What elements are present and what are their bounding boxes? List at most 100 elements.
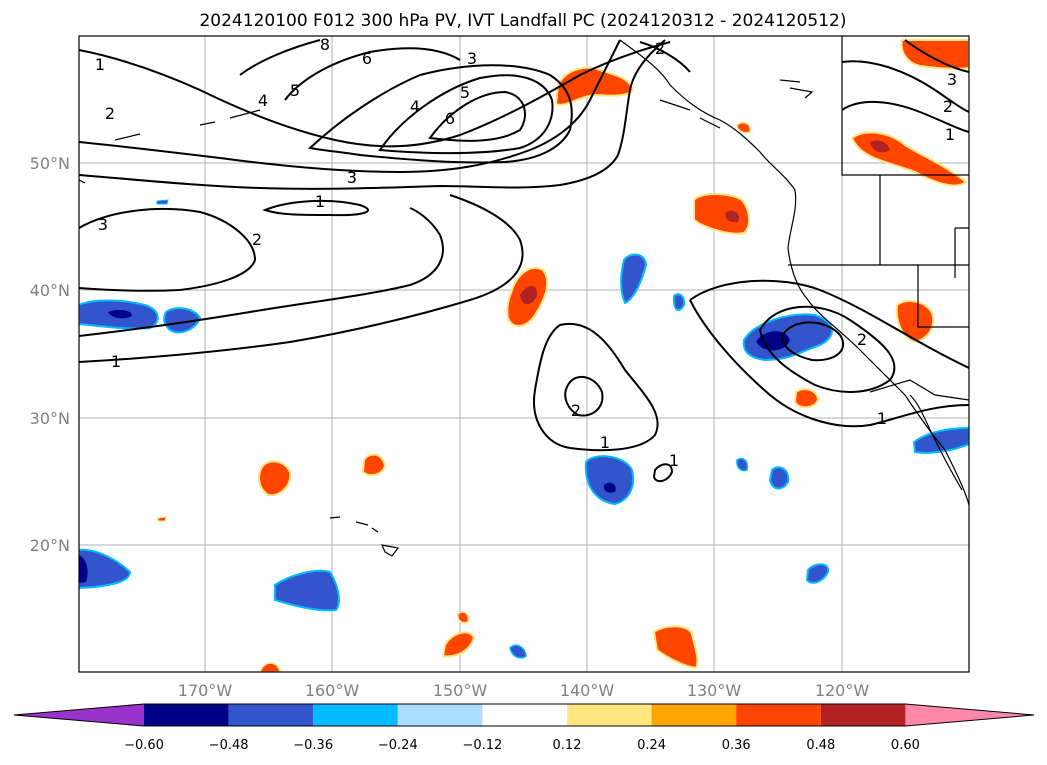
canada-border [841, 36, 969, 176]
positive-blob [157, 516, 167, 522]
pv-contour [378, 74, 554, 155]
pv-contour [904, 39, 969, 73]
pv-contour [841, 60, 969, 113]
negative-blob [672, 293, 686, 312]
contour-label: 2 [105, 104, 115, 123]
colorbar-segment [313, 704, 398, 726]
map-area: 1 2 3 4 5 6 8 1 2 3 4 5 6 3 2 1 3 1 2 1 … [79, 35, 969, 672]
contour-label: 3 [467, 49, 477, 68]
positive-blob [895, 300, 935, 344]
colorbar-tick-label: −0.48 [209, 738, 249, 753]
negative-blob [163, 307, 202, 334]
colorbar-tick-label: 0.12 [553, 738, 582, 753]
colorbar-tick-label: −0.12 [462, 738, 502, 753]
colorbar-segment [397, 704, 483, 726]
contour-label: 1 [669, 451, 679, 470]
pv-contour [79, 194, 524, 363]
positive-blob [361, 453, 387, 477]
contour-label: 5 [290, 81, 300, 100]
pv-contour [79, 39, 621, 174]
map-frame [78, 35, 970, 673]
negative-anomalies [79, 199, 969, 659]
alaska-panhandle-islands [659, 79, 814, 129]
positive-blob [652, 625, 699, 670]
colorbar-segment [228, 704, 314, 726]
contour-label: 2 [571, 401, 581, 420]
colorbar-outline [13, 703, 1035, 727]
colorbar-segment [567, 704, 652, 726]
pv-contour [689, 299, 969, 428]
lon-label: 170°W [178, 681, 233, 700]
pv-contour [79, 39, 666, 190]
contour-label: 2 [655, 39, 665, 58]
colorbar-segment [736, 704, 821, 726]
contour-label: 6 [362, 49, 372, 68]
colorbar-tick-label: 0.48 [806, 738, 835, 753]
lat-label: 20°N [30, 536, 70, 555]
contour-label: 2 [857, 330, 867, 349]
positive-core [870, 140, 890, 153]
longitude-labels: 170°W 160°W 150°W 140°W 130°W 120°W [178, 681, 870, 700]
hawaii-islands [329, 516, 400, 557]
pv-contour [652, 463, 674, 483]
positive-blob [900, 39, 969, 70]
pv-contour [262, 199, 369, 217]
contour-label: 4 [410, 97, 420, 116]
positive-core [725, 210, 740, 223]
contour-label: 1 [600, 433, 610, 452]
positive-blob [793, 388, 820, 409]
contour-label: 1 [877, 409, 887, 428]
contour-label: 2 [252, 230, 262, 249]
lon-label: 160°W [305, 681, 360, 700]
negative-blob [79, 548, 132, 590]
lon-label: 130°W [687, 681, 742, 700]
negative-core [79, 555, 88, 583]
positive-blob [259, 662, 281, 672]
colorbar-tick-label: 0.60 [891, 738, 920, 753]
contour-label: 3 [347, 168, 357, 187]
positive-blob [457, 611, 470, 624]
contour-label: 1 [95, 55, 105, 74]
lat-label: 40°N [30, 281, 70, 300]
colorbar-segment [651, 704, 737, 726]
colorbar-tick-label: 0.24 [637, 738, 666, 753]
latitude-labels: 50°N 40°N 30°N 20°N [30, 154, 70, 555]
contour-labels: 1 2 3 4 5 6 8 1 2 3 4 5 6 3 2 1 3 1 2 1 … [95, 35, 957, 470]
contour-label: 6 [445, 109, 455, 128]
pv-contour [239, 39, 321, 76]
contour-label: 1 [315, 192, 325, 211]
pv-contour [533, 322, 659, 452]
pv-contour [284, 47, 461, 101]
colorbar-tick-label: 0.36 [722, 738, 751, 753]
positive-blob [736, 121, 751, 134]
colorbar-segment [144, 704, 229, 726]
contour-label: 4 [258, 91, 268, 110]
pv-contour [79, 208, 257, 292]
coastlines [79, 36, 969, 557]
pv-contour [79, 207, 444, 337]
positive-blob [258, 460, 292, 497]
lat-label: 30°N [30, 409, 70, 428]
contour-label: 8 [320, 35, 330, 54]
positive-core [520, 285, 538, 305]
pv-contour [841, 101, 969, 133]
colorbar-segment [820, 704, 906, 726]
lat-label: 50°N [30, 154, 70, 173]
positive-blob [441, 631, 476, 658]
positive-anomalies [157, 39, 969, 672]
contour-label: 3 [98, 215, 108, 234]
colorbar-extend-low [14, 704, 144, 726]
mexico-border [869, 379, 969, 401]
negative-core [108, 309, 132, 319]
pv-contour [639, 41, 691, 73]
negative-blob [584, 455, 635, 506]
negative-blob [736, 457, 749, 472]
contour-label: 5 [460, 83, 470, 102]
pv-contour [689, 279, 969, 369]
colorbar: −0.60 −0.48 −0.36 −0.24 −0.12 0.12 0.24 … [13, 703, 1035, 753]
colorbar-segment [482, 704, 567, 726]
map-background [79, 36, 969, 672]
contour-label: 2 [943, 97, 953, 116]
negative-blob [509, 644, 527, 659]
